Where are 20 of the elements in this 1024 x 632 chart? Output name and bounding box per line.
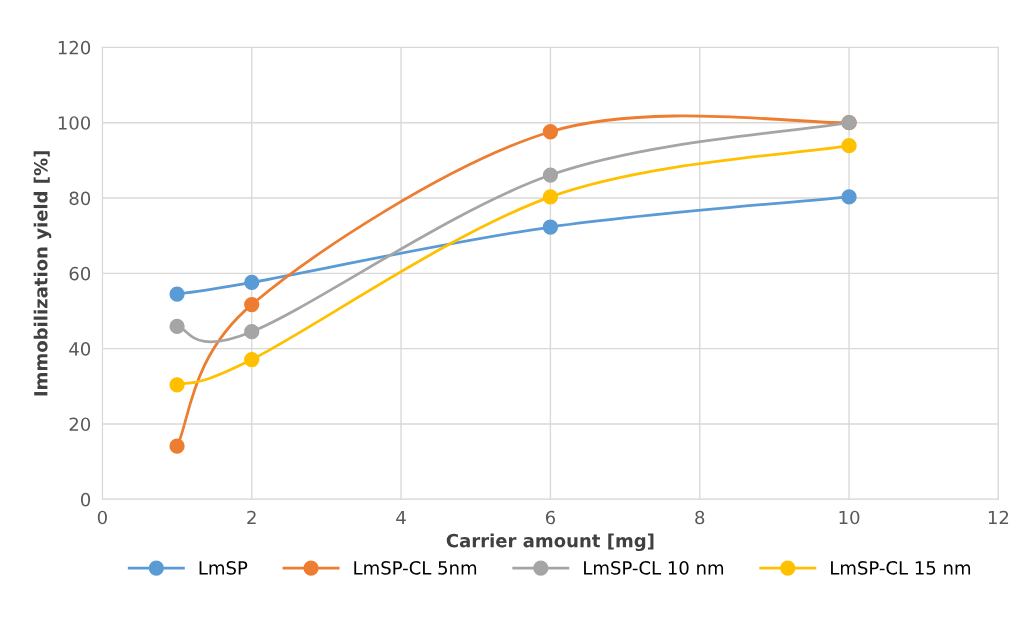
legend-label: LmSP-CL 10 nm [584,561,724,575]
x-tick-label: 10 [839,510,860,525]
x-axis-title: Carrier amount [mg] [446,533,654,552]
legend-label: LmSP [199,561,248,575]
legend-label: LmSP-CL 5nm [354,561,477,575]
y-tick-label: 100 [58,116,91,130]
x-tick-label: 4 [396,510,406,525]
y-tick-label: 80 [69,191,91,206]
x-tick-label: 6 [545,510,556,525]
x-tick-label: 8 [695,510,705,525]
y-tick-label: 60 [69,266,91,281]
y-axis-title: Immobilization yield [%] [33,151,52,396]
y-tick-label: 120 [58,40,91,55]
y-tick-label: 0 [80,492,91,507]
legend-label: LmSP-CL 15 nm [831,561,971,575]
x-tick-label: 2 [247,510,256,525]
y-tick-label: 40 [69,342,91,356]
y-tick-label: 20 [69,417,91,432]
x-tick-label: 0 [97,510,107,525]
x-tick-label: 12 [988,510,1009,525]
